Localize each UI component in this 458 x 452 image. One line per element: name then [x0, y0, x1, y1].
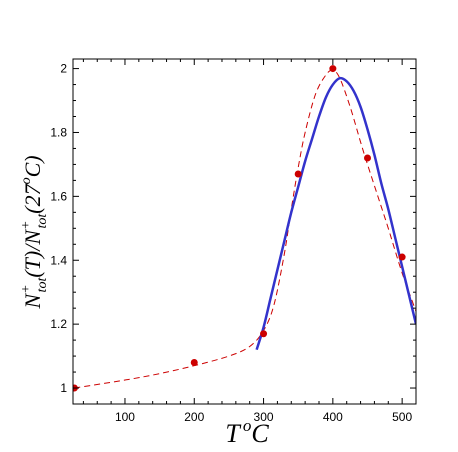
data-point	[363, 154, 371, 162]
data-point	[260, 330, 268, 338]
data-point	[398, 253, 406, 261]
x-tick-label: 300	[254, 410, 274, 424]
dashed-fit-line	[74, 69, 416, 389]
x-tick-label: 400	[323, 410, 343, 424]
data-point	[190, 358, 198, 366]
y-axis-label-n1-sub: tot	[35, 277, 50, 293]
series-layer	[73, 65, 416, 392]
solid-fit-line	[255, 76, 416, 351]
y-axis-label-arg1: (T)/	[20, 243, 45, 278]
y-tick-label: 1.6	[50, 189, 67, 203]
tick-labels-layer: 100 200 300 400 500 1 1.2 1.4 1.6 1.8 2	[50, 62, 412, 424]
data-point	[294, 170, 302, 178]
y-axis-label-arg2-sup: o	[19, 177, 34, 184]
y-axis-label-n2-sup: +	[19, 221, 34, 230]
y-tick-label: 1.8	[50, 125, 67, 139]
plot-frame	[72, 58, 417, 405]
y-axis-label-arg2-open: (27	[20, 183, 45, 213]
y-axis-label-n1-sup: +	[19, 284, 34, 293]
y-axis-label-n1: N	[20, 293, 45, 310]
y-axis-label: N+tot(T)/N+tot(27oC)	[19, 155, 50, 309]
x-tick-label: 200	[184, 410, 204, 424]
y-tick-label: 1.2	[50, 317, 67, 331]
x-axis-label-sup: o	[243, 416, 252, 435]
y-axis-label-n2: N	[20, 229, 45, 246]
x-axis-label-unit: C	[251, 419, 269, 448]
y-tick-label: 2	[60, 62, 67, 76]
y-axis-label-arg2-close: C)	[20, 155, 45, 177]
x-tick-label: 100	[115, 410, 135, 424]
x-axis-label-base: T	[225, 419, 241, 448]
y-tick-label: 1.4	[50, 253, 67, 267]
y-axis-label-n2-sub: tot	[35, 213, 50, 229]
y-tick-label: 1	[60, 381, 67, 395]
x-tick-label: 500	[392, 410, 412, 424]
data-point	[329, 65, 337, 73]
ticks-layer	[73, 59, 417, 404]
